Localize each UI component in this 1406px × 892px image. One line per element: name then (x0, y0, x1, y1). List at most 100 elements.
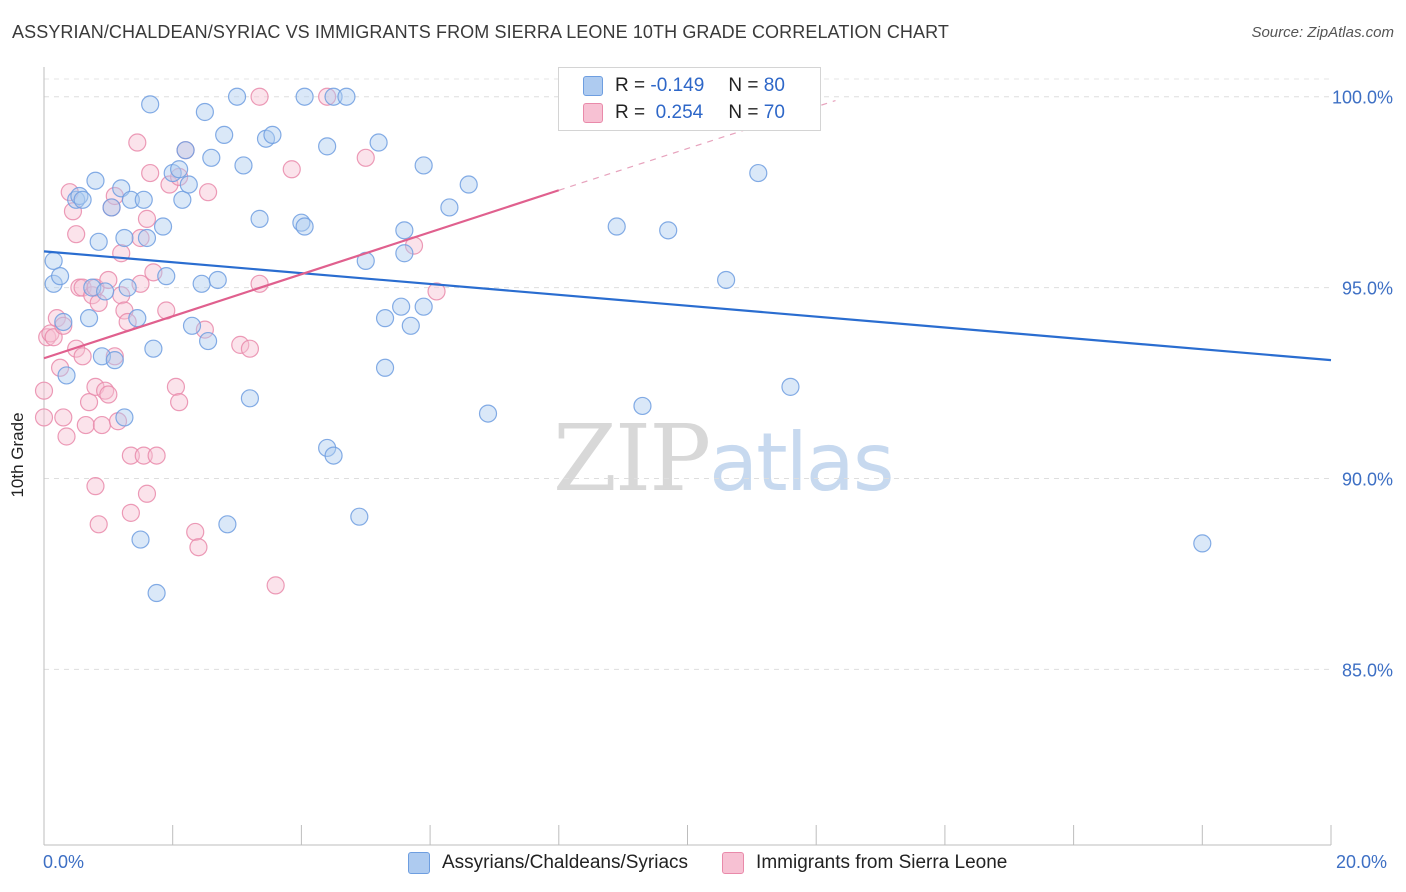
point-sierra-leone (250, 274, 269, 293)
point-assyrian (89, 232, 108, 251)
legend-swatch-assyrian (408, 852, 430, 874)
point-assyrian (633, 396, 652, 416)
point-sierra-leone (318, 87, 337, 106)
point-assyrian (318, 438, 337, 458)
point-sierra-leone (266, 576, 285, 595)
point-sierra-leone (57, 427, 76, 446)
legend-swatch-sierra-leone (722, 852, 745, 874)
point-assyrian (375, 309, 395, 328)
point-assyrian (263, 125, 282, 145)
point-sierra-leone (92, 415, 112, 435)
point-sierra-leone (54, 316, 73, 335)
point-sierra-leone (198, 183, 218, 202)
point-assyrian (137, 228, 157, 248)
point-assyrian (153, 217, 173, 236)
point-sierra-leone (99, 385, 118, 404)
point-assyrian (337, 87, 356, 106)
legend-swatch-assyrian (583, 76, 603, 96)
point-sierra-leone (141, 163, 160, 183)
point-assyrian (144, 339, 163, 358)
point-sierra-leone (250, 87, 269, 106)
point-assyrian (115, 408, 134, 427)
point-assyrian (147, 583, 166, 603)
point-assyrian (215, 125, 234, 145)
point-assyrian (295, 217, 314, 236)
point-assyrian (57, 366, 76, 385)
point-sierra-leone (99, 270, 118, 290)
point-sierra-leone (134, 446, 153, 465)
legend-n-value: 70 (763, 102, 785, 123)
point-assyrian (182, 316, 202, 335)
point-assyrian (324, 87, 343, 106)
point-assyrian (227, 87, 247, 106)
legend-row-sierra-leone: R = 0.254 N = 70 (583, 100, 785, 126)
watermark-atlas: atlas (709, 416, 894, 509)
point-assyrian (86, 171, 105, 190)
y-tick-label: 100.0% (1332, 88, 1393, 108)
y-tick-labels: 85.0% 90.0% 95.0% 100.0% (1332, 88, 1393, 681)
y-tick-label: 85.0% (1342, 660, 1393, 680)
point-sierra-leone (76, 415, 95, 435)
point-assyrian (208, 270, 227, 290)
point-assyrian (134, 190, 153, 209)
point-sierra-leone (73, 347, 92, 366)
point-sierra-leone (137, 484, 157, 503)
legend-n-label: N = (728, 75, 759, 96)
point-sierra-leone (121, 503, 140, 522)
point-assyrian (414, 156, 433, 175)
point-assyrian (478, 404, 498, 423)
point-assyrian (121, 190, 140, 209)
point-assyrian (414, 297, 433, 316)
point-assyrian (73, 190, 92, 209)
legend-row-assyrian: R = -0.149 N = 80 (583, 73, 785, 99)
point-sierra-leone (166, 377, 186, 396)
axes (43, 67, 1332, 846)
series-assyrian-points (44, 87, 1212, 603)
y-tick-label: 95.0% (1342, 279, 1393, 299)
point-sierra-leone (86, 477, 105, 496)
point-assyrian (115, 228, 134, 248)
point-sierra-leone (427, 282, 446, 301)
trend-lines (43, 99, 1332, 362)
point-sierra-leone (89, 293, 108, 312)
point-sierra-leone (170, 393, 189, 412)
point-sierra-leone (89, 515, 108, 534)
point-sierra-leone (121, 446, 140, 465)
point-assyrian (54, 312, 73, 332)
point-assyrian (350, 507, 369, 526)
point-assyrian (131, 530, 150, 549)
legend-label-assyrian: Assyrians/Chaldeans/Syriacs (442, 852, 689, 873)
point-sierra-leone (67, 225, 86, 244)
point-assyrian (459, 175, 478, 194)
trend-line-assyrian (43, 250, 1332, 362)
point-sierra-leone (34, 381, 54, 400)
point-assyrian (79, 309, 99, 328)
point-assyrian (324, 446, 343, 465)
point-sierra-leone (34, 408, 54, 427)
legend-n-label: N = (728, 102, 759, 123)
point-assyrian (96, 282, 115, 301)
point-assyrian (170, 160, 189, 179)
point-sierra-leone (131, 228, 150, 248)
point-assyrian (44, 274, 63, 293)
point-sierra-leone (137, 209, 157, 228)
point-assyrian (173, 190, 192, 209)
point-assyrian (781, 377, 800, 396)
source-label: Source: ZipAtlas.com (1251, 24, 1394, 41)
point-sierra-leone (79, 393, 99, 412)
point-assyrian (218, 515, 237, 534)
point-assyrian (395, 221, 414, 240)
trend-line-sierra-leone (43, 189, 560, 360)
x-tick-label-min: 0.0% (43, 852, 85, 872)
point-assyrian (198, 331, 218, 351)
point-sierra-leone (231, 335, 250, 354)
point-assyrian (240, 389, 260, 408)
point-assyrian (118, 278, 137, 297)
point-sierra-leone (128, 133, 147, 152)
point-assyrian (176, 141, 195, 160)
point-sierra-leone (240, 339, 260, 358)
legend-label-sierra-leone: Immigrants from Sierra Leone (756, 852, 1008, 873)
point-assyrian (395, 244, 414, 263)
point-assyrian (202, 148, 221, 167)
point-assyrian (659, 221, 678, 240)
